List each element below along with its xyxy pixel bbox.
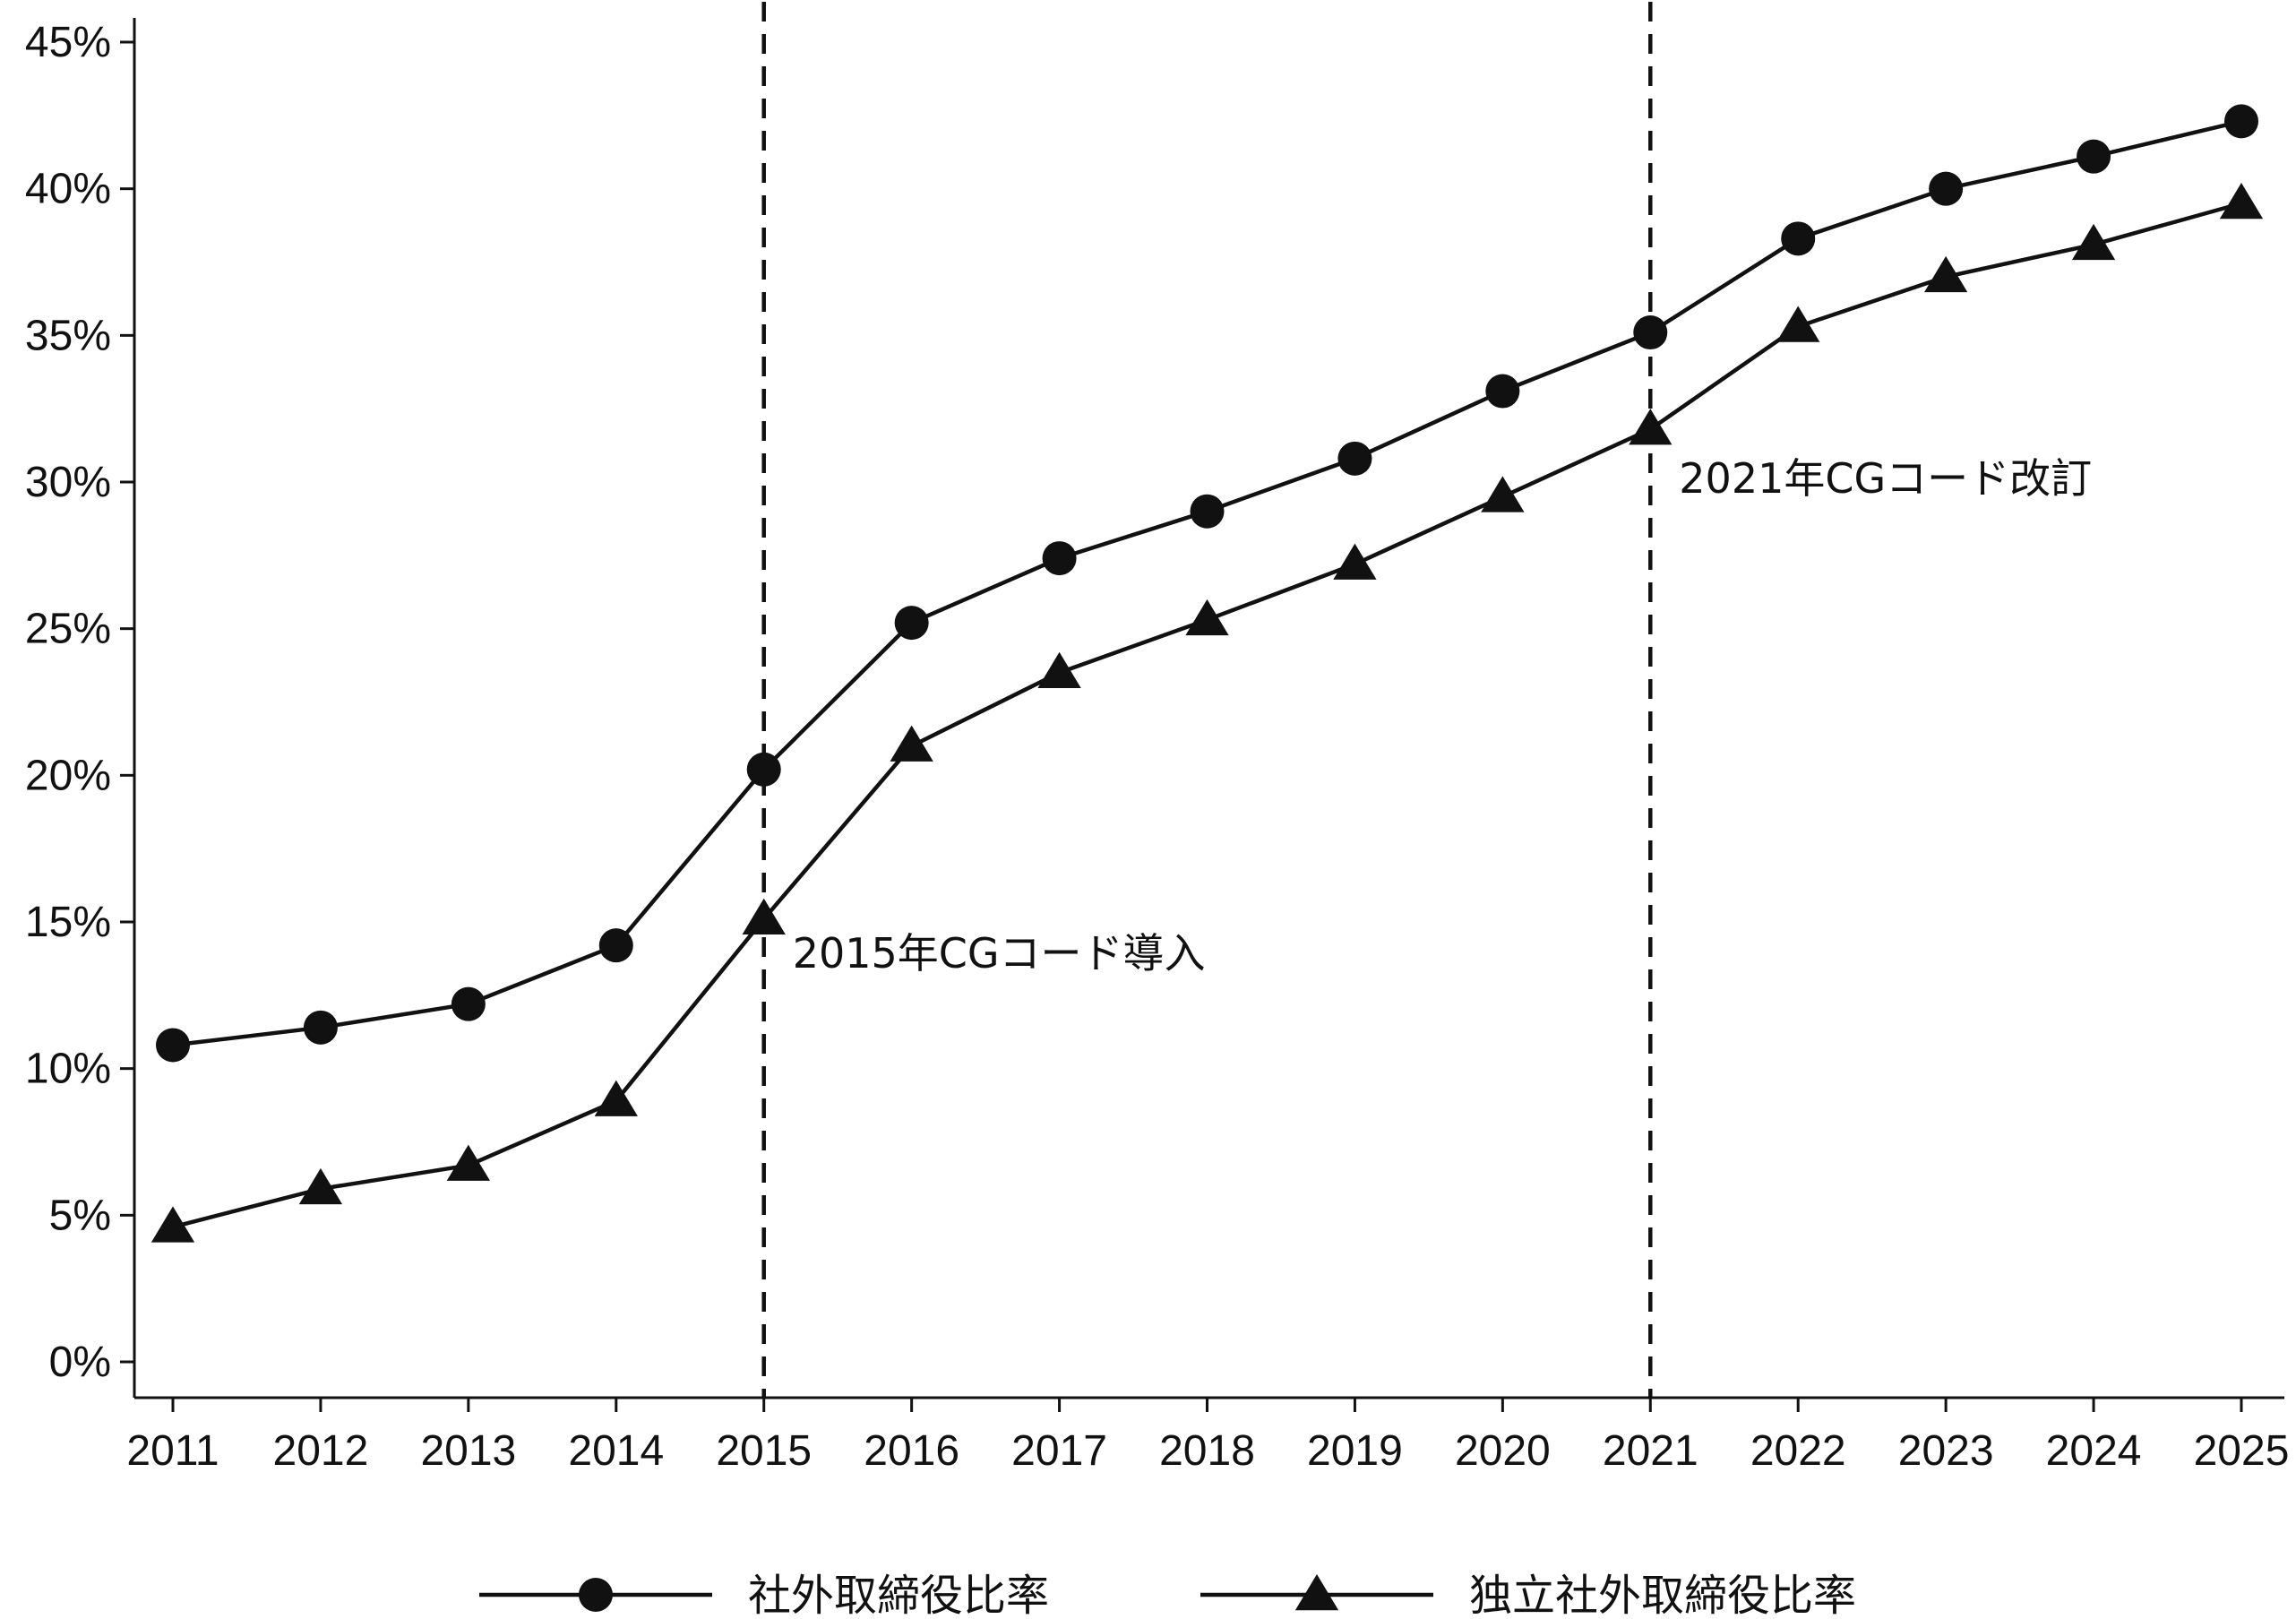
legend-label: 独立社外取締役比率 <box>1469 1571 1856 1619</box>
legend-marker-triangle <box>1294 1574 1339 1611</box>
x-tick-label: 2022 <box>1750 1427 1846 1475</box>
y-tick-label: 20% <box>25 752 111 799</box>
annotation-2021: 2021年CGコード改訂 <box>1679 454 2092 503</box>
x-tick-label: 2017 <box>1011 1427 1107 1475</box>
y-tick-label: 10% <box>25 1046 111 1093</box>
data-point-triangle <box>1481 476 1525 512</box>
data-point-triangle <box>446 1144 491 1181</box>
data-point-triangle <box>742 898 786 934</box>
x-tick-label: 2019 <box>1307 1427 1403 1475</box>
data-point-triangle <box>1923 255 1968 293</box>
data-point-circle <box>746 752 781 787</box>
x-tick-label: 2023 <box>1898 1427 1994 1475</box>
data-point-circle <box>156 1028 190 1063</box>
data-point-circle <box>598 928 633 963</box>
data-point-circle <box>303 1010 338 1045</box>
data-point-circle <box>1190 494 1225 529</box>
axes: 0% 5% 10% 15% 20% 25% 30% 35% 40% 45% 2011 2012 2013… <box>25 18 2289 1475</box>
x-tick-label: 2018 <box>1159 1427 1255 1475</box>
series-1 <box>156 104 2258 1063</box>
data-point-triangle <box>298 1167 343 1205</box>
series-group <box>150 104 2264 1243</box>
legend-item-1: 社外取締役比率 <box>479 1571 1049 1619</box>
data-point-triangle <box>2219 183 2264 220</box>
data-point-triangle <box>890 725 933 762</box>
data-point-triangle <box>1629 409 1673 445</box>
data-point-circle <box>1929 171 1964 206</box>
legend: 社外取締役比率 独立社外取締役比率 <box>479 1571 1856 1619</box>
data-point-triangle <box>2071 223 2116 261</box>
reference-lines: 2015年CGコード導入 2021年CGコード改訂 <box>761 2 2092 1398</box>
data-point-circle <box>2077 139 2111 174</box>
x-tick-label: 2014 <box>568 1427 664 1475</box>
data-point-triangle <box>594 1080 638 1116</box>
y-tick-label: 15% <box>25 899 111 946</box>
y-tick-label: 40% <box>25 166 111 213</box>
x-tick-label: 2025 <box>2194 1427 2290 1475</box>
y-tick-label: 25% <box>25 606 111 653</box>
x-tick-label: 2016 <box>864 1427 959 1475</box>
data-point-circle <box>1781 221 1816 256</box>
data-point-triangle <box>1185 599 1229 636</box>
data-point-circle <box>1633 315 1668 350</box>
y-tick-label: 35% <box>25 312 111 359</box>
legend-label: 社外取締役比率 <box>748 1571 1049 1619</box>
x-tick-label: 2011 <box>126 1427 219 1475</box>
data-point-circle <box>1485 374 1520 409</box>
y-tick-label: 30% <box>25 459 111 506</box>
x-tick-label: 2021 <box>1603 1427 1698 1475</box>
x-tick-label: 2024 <box>2046 1427 2142 1475</box>
y-tick-label: 5% <box>49 1192 111 1239</box>
y-tick-label: 0% <box>49 1339 111 1386</box>
annotation-2015: 2015年CGコード導入 <box>793 929 1206 977</box>
data-point-circle <box>2224 104 2258 139</box>
data-point-circle <box>451 986 486 1021</box>
data-point-circle <box>894 606 929 641</box>
x-tick-label: 2012 <box>273 1427 369 1475</box>
data-point-triangle <box>1037 651 1081 689</box>
data-point-triangle <box>150 1206 195 1243</box>
y-tick-label: 45% <box>25 19 111 66</box>
data-point-triangle <box>1776 306 1820 342</box>
series-line <box>172 119 2242 1047</box>
x-tick-label: 2015 <box>716 1427 812 1475</box>
data-point-circle <box>1042 541 1077 576</box>
series-line <box>172 201 2242 1229</box>
x-tick-label: 2020 <box>1455 1427 1551 1475</box>
data-point-triangle <box>1333 543 1377 580</box>
x-tick-label: 2013 <box>420 1427 516 1475</box>
legend-item-2: 独立社外取締役比率 <box>1200 1571 1856 1619</box>
legend-marker-circle <box>579 1578 613 1612</box>
data-point-circle <box>1337 441 1372 476</box>
series-2 <box>150 183 2264 1243</box>
